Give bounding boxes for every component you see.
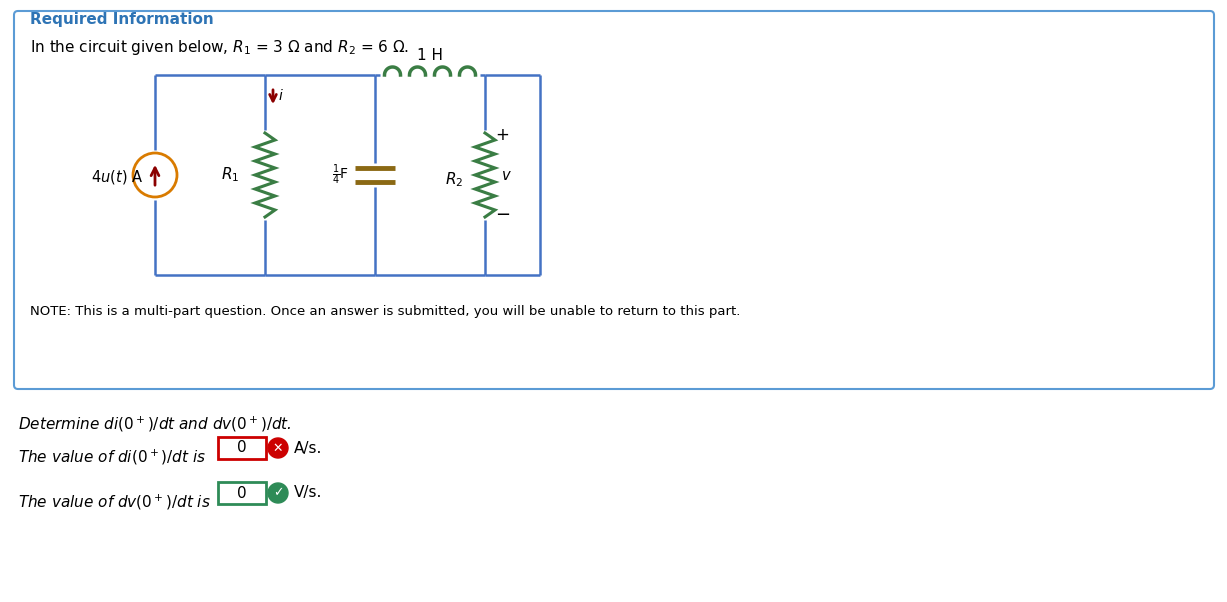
Text: A/s.: A/s. xyxy=(294,441,323,456)
Text: $R_1$: $R_1$ xyxy=(221,166,239,184)
Text: 0: 0 xyxy=(237,441,247,456)
Text: 1 H: 1 H xyxy=(417,48,443,63)
Text: NOTE: This is a multi-part question. Once an answer is submitted, you will be un: NOTE: This is a multi-part question. Onc… xyxy=(29,305,740,318)
Text: ✓: ✓ xyxy=(272,486,283,500)
Text: In the circuit given below, $\it{R_1}$ = 3 $\Omega$ and $\it{R_2}$ = 6 $\Omega$.: In the circuit given below, $\it{R_1}$ =… xyxy=(29,38,409,57)
Text: $i$: $i$ xyxy=(279,87,283,102)
Text: −: − xyxy=(494,206,510,224)
Text: Determine $di(0^+)/dt$ and $dv(0^+)/dt$.: Determine $di(0^+)/dt$ and $dv(0^+)/dt$. xyxy=(18,415,292,434)
Text: +: + xyxy=(494,126,509,144)
Text: $4u(t)$ A: $4u(t)$ A xyxy=(91,168,144,186)
Circle shape xyxy=(267,438,288,458)
Text: The value of $dv(0^+)/dt$ is: The value of $dv(0^+)/dt$ is xyxy=(18,493,211,512)
FancyBboxPatch shape xyxy=(13,11,1214,389)
Text: $\frac{1}{4}$F: $\frac{1}{4}$F xyxy=(333,163,348,187)
Bar xyxy=(218,437,266,459)
Bar xyxy=(218,482,266,504)
Text: $v$: $v$ xyxy=(501,167,512,182)
Text: ✕: ✕ xyxy=(272,441,283,455)
Text: The value of $di(0^+)/dt$ is: The value of $di(0^+)/dt$ is xyxy=(18,448,206,467)
Text: $R_2$: $R_2$ xyxy=(444,170,463,190)
Text: V/s.: V/s. xyxy=(294,485,323,500)
Text: 0: 0 xyxy=(237,485,247,500)
Text: Required Information: Required Information xyxy=(29,12,213,27)
Circle shape xyxy=(267,483,288,503)
